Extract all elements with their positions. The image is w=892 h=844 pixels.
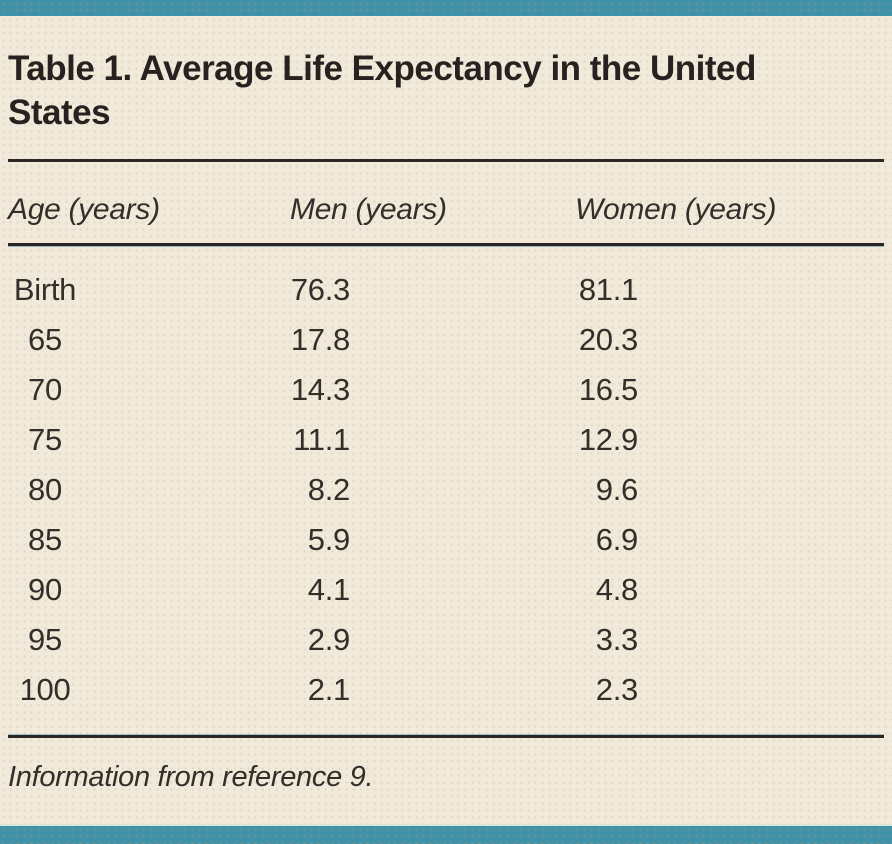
table-title: Table 1. Average Life Expectancy in the …: [8, 49, 756, 132]
table-panel: Table 1. Average Life Expectancy in the …: [0, 16, 892, 824]
age-cell: 70: [28, 372, 62, 407]
header-rule: [8, 243, 884, 246]
bottom-accent-bar: [0, 824, 892, 844]
men-value-cell: 17.8: [290, 322, 350, 357]
table-footnote: Information from reference 9.: [8, 761, 374, 793]
men-value-cell: 14.3: [290, 372, 350, 407]
women-value-cell: 2.3: [595, 672, 639, 707]
women-value-cell: 4.8: [595, 572, 639, 607]
women-value-cell: 12.9: [578, 422, 638, 457]
women-value-cell: 20.3: [578, 322, 638, 357]
women-value-cell: 3.3: [595, 622, 639, 657]
table-row: 75 11.1 12.9: [8, 415, 884, 465]
column-header-men: Men (years): [290, 193, 447, 226]
table-row: 95 2.9 3.3: [8, 615, 884, 665]
table-row: 80 8.2 9.6: [8, 465, 884, 515]
column-header-row: Age (years) Men (years) Women (years): [0, 192, 892, 228]
top-accent-bar: [0, 0, 892, 16]
women-value-cell: 6.9: [595, 522, 639, 557]
table-row: 70 14.3 16.5: [8, 365, 884, 415]
table-body: Birth 76.3 81.1 65 17.8 20.3 70 14.3 16.…: [0, 246, 892, 715]
age-cell: 65: [28, 322, 62, 357]
column-header-age: Age (years): [8, 193, 160, 226]
women-value-cell: 9.6: [595, 472, 639, 507]
age-cell: 85: [28, 522, 62, 557]
age-cell: Birth: [13, 272, 77, 307]
men-value-cell: 11.1: [293, 422, 350, 457]
men-value-cell: 4.1: [307, 572, 351, 607]
age-cell: 100: [19, 672, 71, 707]
men-value-cell: 8.2: [307, 472, 351, 507]
title-rule: [8, 159, 884, 162]
women-value-cell: 16.5: [578, 372, 638, 407]
men-value-cell: 2.1: [307, 672, 351, 707]
age-cell: 95: [28, 622, 62, 657]
men-value-cell: 76.3: [290, 272, 350, 307]
table-row: 100 2.1 2.3: [8, 665, 884, 715]
women-value-cell: 81.1: [578, 272, 638, 307]
footer-rule: [8, 735, 884, 738]
men-value-cell: 2.9: [307, 622, 351, 657]
column-header-women: Women (years): [575, 193, 777, 226]
table-row: 90 4.1 4.8: [8, 565, 884, 615]
age-cell: 90: [28, 572, 62, 607]
table-row: 85 5.9 6.9: [8, 515, 884, 565]
age-cell: 80: [28, 472, 62, 507]
table-row: Birth 76.3 81.1: [8, 265, 884, 315]
men-value-cell: 5.9: [307, 522, 351, 557]
table-row: 65 17.8 20.3: [8, 315, 884, 365]
age-cell: 75: [28, 422, 62, 457]
